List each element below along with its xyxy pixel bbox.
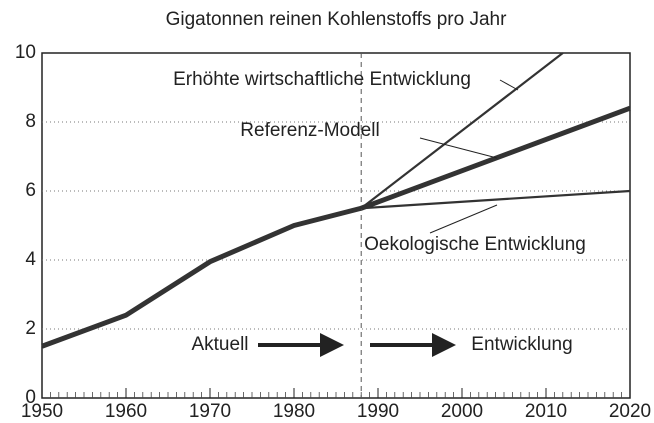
series-label: Oekologische Entwicklung — [364, 234, 586, 255]
leader-line — [419, 137, 498, 159]
x-tick-label: 2000 — [441, 401, 483, 422]
y-tick-label: 10 — [15, 42, 36, 63]
series-line — [41, 205, 362, 349]
y-tick-label: 6 — [25, 180, 36, 201]
series-label: Erhöhte wirtschaftliche Entwicklung — [173, 69, 471, 90]
series-line — [361, 189, 631, 210]
series-line — [360, 52, 564, 210]
y-tick-label: 8 — [25, 111, 36, 132]
leader-line — [429, 204, 498, 234]
chart-title: Gigatonnen reinen Kohlenstoffs pro Jahr — [166, 9, 507, 30]
x-tick-label: 2020 — [609, 401, 651, 422]
x-tick-label: 1960 — [105, 401, 147, 422]
annotation: Aktuell — [191, 334, 248, 355]
y-tick-label: 4 — [25, 249, 36, 270]
annotation: Entwicklung — [471, 334, 572, 355]
x-tick-label: 1950 — [21, 401, 63, 422]
series-line — [360, 105, 631, 211]
x-tick-label: 2010 — [525, 401, 567, 422]
x-tick-label: 1980 — [273, 401, 315, 422]
x-tick-label: 1990 — [357, 401, 399, 422]
leader-line — [499, 79, 519, 91]
y-tick-label: 2 — [25, 318, 36, 339]
series-label: Referenz-Modell — [240, 120, 379, 141]
x-tick-label: 1970 — [189, 401, 231, 422]
y-tick-label: 0 — [25, 387, 36, 408]
